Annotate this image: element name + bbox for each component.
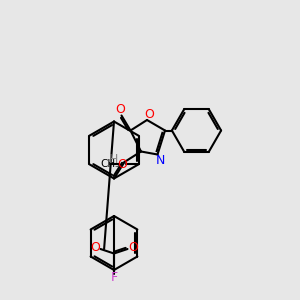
- Text: O: O: [145, 108, 154, 121]
- Text: H: H: [108, 153, 118, 166]
- Text: O: O: [128, 241, 138, 254]
- Text: O: O: [115, 103, 125, 116]
- Text: N: N: [156, 154, 165, 167]
- Text: O: O: [90, 241, 100, 254]
- Text: CH₃: CH₃: [100, 159, 119, 169]
- Text: F: F: [110, 271, 118, 284]
- Text: O: O: [118, 158, 128, 171]
